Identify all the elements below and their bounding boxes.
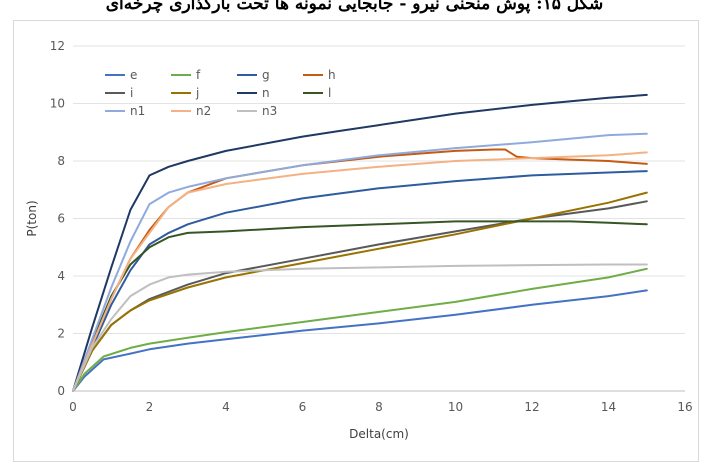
y-tick-label: 10: [50, 97, 65, 111]
legend-label-h: h: [328, 68, 336, 82]
series-line-n3: [72, 263, 648, 392]
x-tick-label: 16: [677, 400, 692, 414]
legend-label-g: g: [262, 68, 270, 82]
series-line-g: [72, 170, 648, 392]
series-line-n1: [72, 132, 648, 392]
legend-label-n1: n1: [130, 104, 145, 118]
y-tick-label: 8: [57, 154, 65, 168]
series-line-f: [72, 267, 648, 392]
chart-frame: [13, 20, 699, 462]
x-tick-label: 4: [222, 400, 230, 414]
legend-label-l: l: [328, 86, 331, 100]
x-tick-label: 6: [299, 400, 307, 414]
x-tick-label: 0: [69, 400, 77, 414]
x-tick-label: 14: [601, 400, 616, 414]
y-axis-title: P(ton): [25, 200, 39, 236]
x-tick-label: 12: [524, 400, 539, 414]
y-tick-label: 6: [57, 212, 65, 226]
x-axis-title: Delta(cm): [349, 427, 409, 441]
x-tick-label: 8: [375, 400, 383, 414]
y-tick-label: 4: [57, 269, 65, 283]
series-line-j: [72, 191, 648, 392]
y-tick-label: 0: [57, 384, 65, 398]
series-line-n2: [72, 151, 648, 392]
y-tick-label: 12: [50, 39, 65, 53]
legend-label-e: e: [130, 68, 137, 82]
series-line-n: [72, 93, 648, 392]
legend-label-n3: n3: [262, 104, 277, 118]
legend-label-f: f: [196, 68, 201, 82]
x-tick-label: 2: [146, 400, 154, 414]
x-tick-label: 10: [448, 400, 463, 414]
series-line-h: [72, 148, 648, 392]
y-tick-label: 2: [57, 327, 65, 341]
figure-caption: شکل ۱۵: پوش منحنی نیرو - جابجایی نمونه ه…: [105, 0, 604, 14]
legend-label-j: j: [195, 86, 199, 100]
series-line-l: [72, 220, 648, 392]
legend-label-n2: n2: [196, 104, 211, 118]
series-line-e: [72, 289, 648, 392]
legend-label-n: n: [262, 86, 270, 100]
legend-label-i: i: [130, 86, 133, 100]
